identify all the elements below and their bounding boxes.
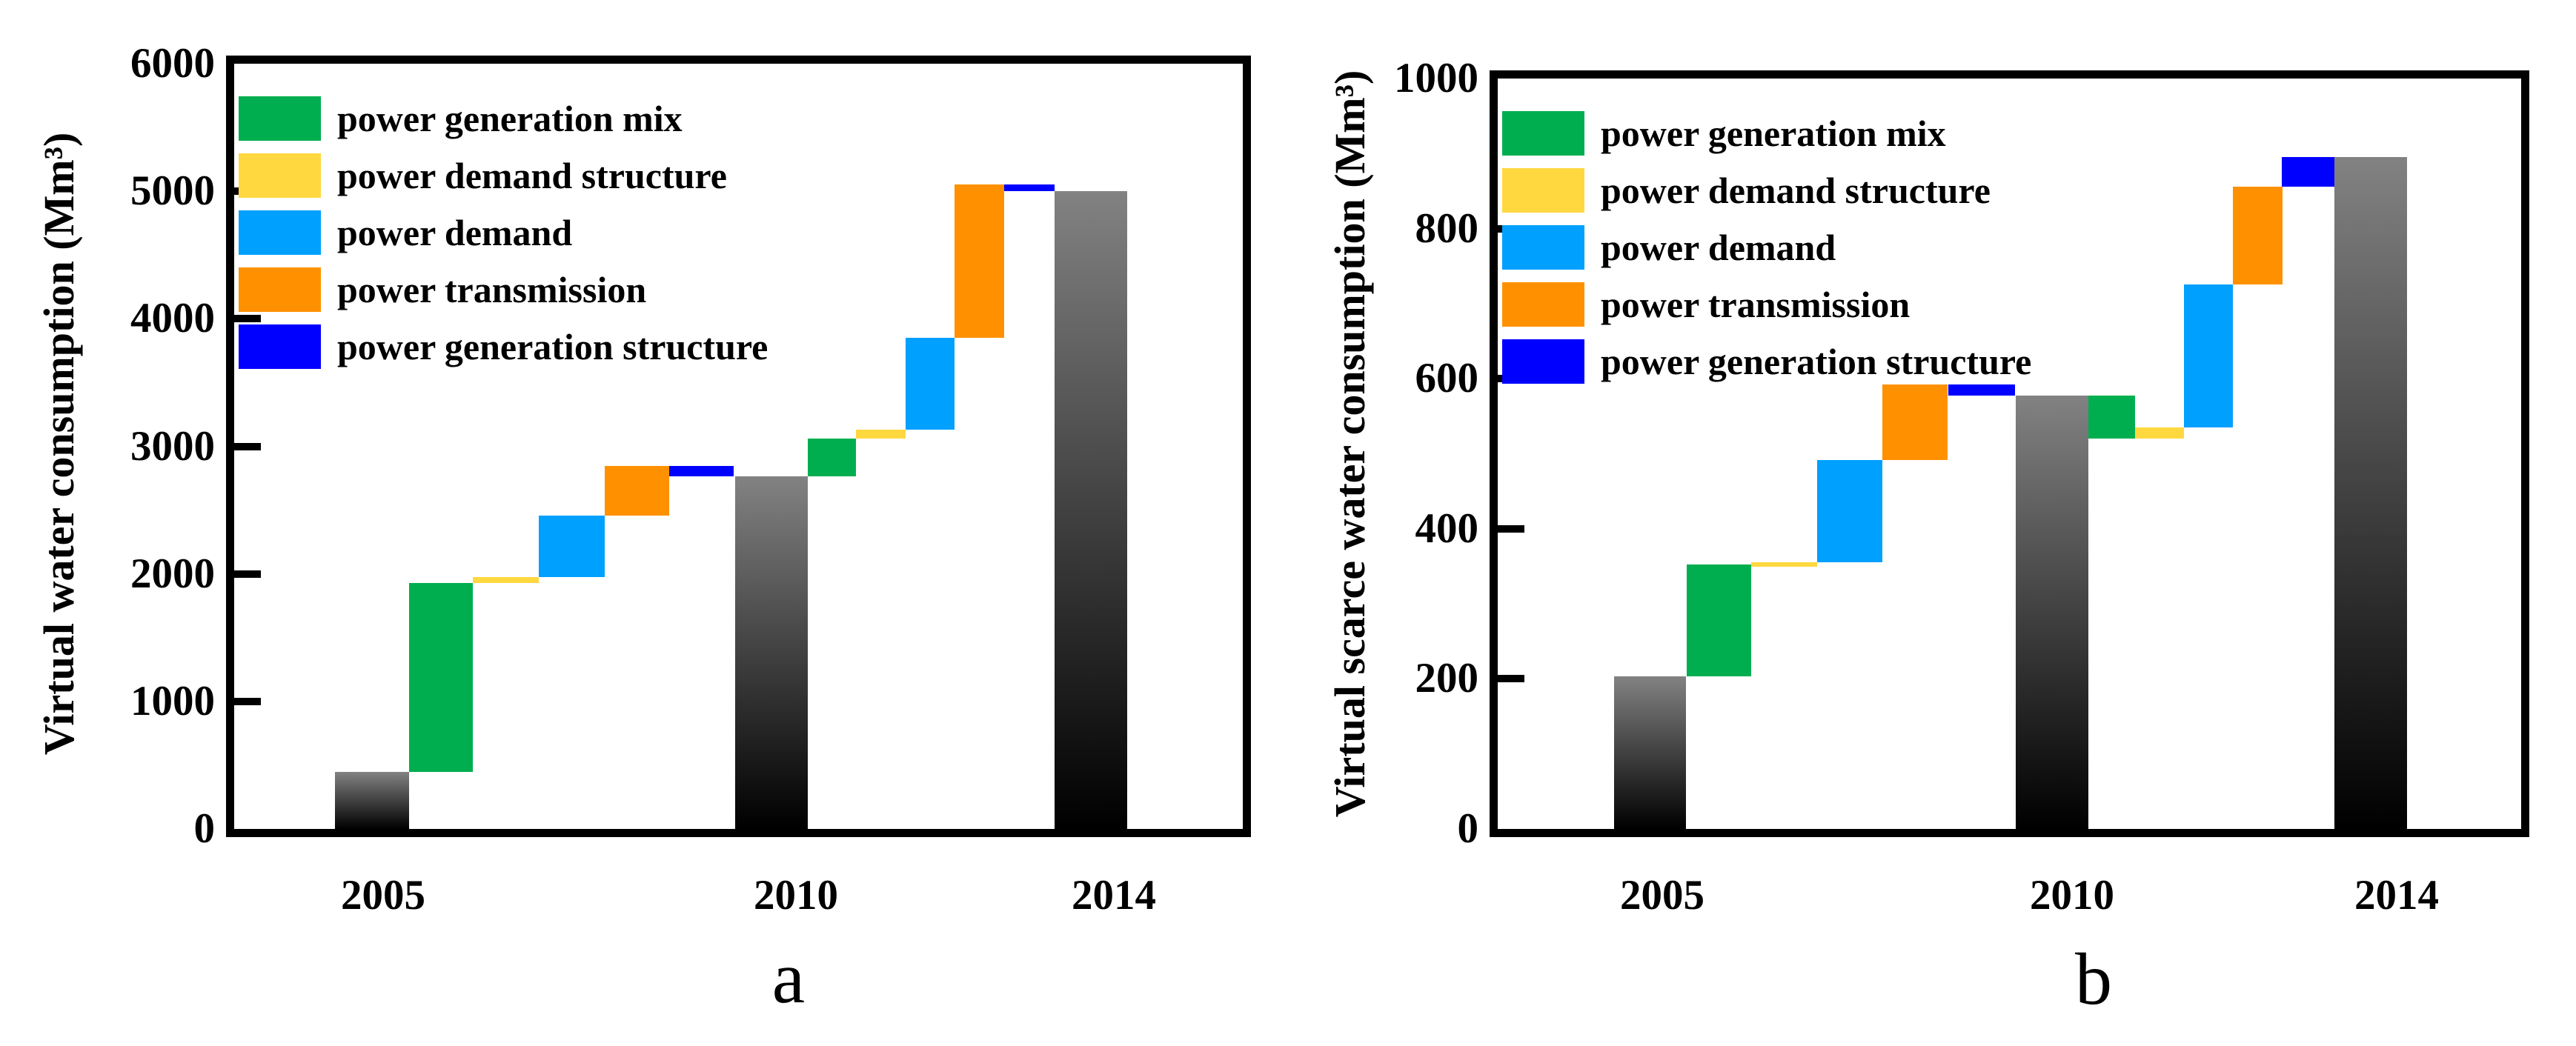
- total-bar-2014: [2334, 157, 2407, 829]
- legend-label-power-generation-mix: power generation mix: [1601, 113, 1946, 154]
- total-bar-2005: [335, 771, 409, 829]
- segment-bar-power-transmission: [605, 466, 669, 516]
- segment-bar-power-generation-structure: [1004, 184, 1055, 192]
- legend-label-power-demand: power demand: [337, 212, 573, 253]
- y-tick-label: 6000: [130, 40, 215, 87]
- y-tick: [1498, 524, 1524, 533]
- total-bar-2014: [1055, 191, 1127, 829]
- y-tick-label: 800: [1415, 204, 1479, 252]
- total-bar-2010: [735, 476, 808, 829]
- y-tick: [234, 442, 261, 450]
- legend-swatch-power-generation-structure: [1502, 339, 1584, 384]
- segment-bar-power-demand: [2184, 284, 2233, 428]
- y-tick-label: 1000: [1394, 55, 1478, 101]
- legend-label-power-generation-structure: power generation structure: [1601, 341, 2032, 382]
- segment-bar-power-generation-mix: [409, 582, 473, 772]
- y-tick-label: 200: [1415, 655, 1479, 702]
- y-tick-label: 0: [193, 805, 216, 852]
- y-tick-label: 600: [1415, 355, 1479, 402]
- total-bar-2010: [2016, 396, 2088, 829]
- panel-label-b: b: [2075, 938, 2112, 1020]
- segment-bar-power-demand: [906, 338, 955, 430]
- legend-label-power-transmission: power transmission: [337, 269, 647, 310]
- segment-bar-power-transmission: [955, 184, 1004, 339]
- y-axis-title-b: Virtual scarce water consumption (Mm³): [1326, 70, 1374, 818]
- segment-bar-power-demand-structure: [1751, 562, 1817, 567]
- legend-swatch-power-generation-structure: [239, 324, 321, 369]
- segment-bar-power-demand-structure: [2135, 427, 2184, 439]
- y-tick-label: 5000: [130, 167, 215, 215]
- segment-bar-power-generation-structure: [669, 466, 734, 476]
- segment-bar-power-demand: [539, 516, 605, 577]
- legend-swatch-power-demand-structure: [239, 153, 321, 198]
- x-tick-label: 2010: [754, 872, 838, 919]
- y-tick-label: 2000: [130, 550, 215, 597]
- legend-swatch-power-transmission: [239, 267, 321, 312]
- segment-bar-power-transmission: [1882, 384, 1948, 460]
- segment-bar-power-demand-structure: [473, 576, 539, 583]
- legend-swatch-power-generation-mix: [1502, 111, 1584, 156]
- legend-label-power-transmission: power transmission: [1601, 284, 1911, 325]
- segment-bar-power-generation-mix: [808, 439, 856, 476]
- x-tick-label: 2010: [2030, 872, 2114, 919]
- segment-bar-power-generation-mix: [1687, 564, 1751, 677]
- y-tick: [234, 315, 261, 323]
- legend-label-power-generation-structure: power generation structure: [337, 326, 769, 367]
- segment-bar-power-demand: [1817, 459, 1882, 563]
- plot-frame-a: [226, 56, 1251, 837]
- x-tick-label: 2005: [341, 872, 425, 919]
- legend-swatch-power-demand: [239, 210, 321, 255]
- y-tick: [1498, 675, 1524, 683]
- legend-swatch-power-demand: [1502, 225, 1584, 270]
- legend-label-power-demand: power demand: [1601, 227, 1836, 268]
- total-bar-2005: [1614, 676, 1686, 829]
- segment-bar-power-transmission: [2233, 186, 2283, 284]
- legend-swatch-power-generation-mix: [239, 96, 321, 141]
- segment-bar-power-demand-structure: [856, 430, 906, 439]
- plot-frame-b: [1490, 70, 2529, 837]
- segment-bar-power-generation-structure: [2282, 157, 2334, 187]
- legend-label-power-demand-structure: power demand structure: [1601, 170, 1991, 211]
- y-tick-label: 400: [1415, 504, 1479, 552]
- y-tick: [234, 570, 261, 578]
- legend-label-power-demand-structure: power demand structure: [337, 155, 727, 196]
- x-tick-label: 2014: [2354, 872, 2439, 919]
- y-tick-label: 0: [1457, 805, 1479, 852]
- segment-bar-power-generation-structure: [1948, 384, 2015, 396]
- y-tick-label: 1000: [130, 677, 215, 724]
- legend-swatch-power-transmission: [1502, 282, 1584, 327]
- legend-label-power-generation-mix: power generation mix: [337, 98, 683, 139]
- legend-swatch-power-demand-structure: [1502, 168, 1584, 213]
- y-tick: [234, 697, 261, 705]
- x-tick-label: 2014: [1072, 872, 1156, 919]
- y-tick-label: 3000: [130, 422, 215, 470]
- x-tick-label: 2005: [1620, 872, 1704, 919]
- panel-label-a: a: [771, 936, 806, 1019]
- y-tick-label: 4000: [130, 295, 215, 342]
- segment-bar-power-generation-mix: [2088, 396, 2135, 439]
